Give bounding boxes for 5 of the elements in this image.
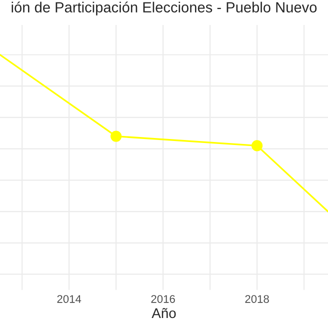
chart-title: ión de Participación Elecciones - Pueblo Nuevo	[12, 2, 317, 16]
x-tick-label: 2016	[151, 295, 175, 303]
x-axis-title: Año	[152, 308, 176, 318]
x-tick-label: 2018	[245, 295, 269, 303]
x-tick-label: 2014	[57, 295, 82, 303]
